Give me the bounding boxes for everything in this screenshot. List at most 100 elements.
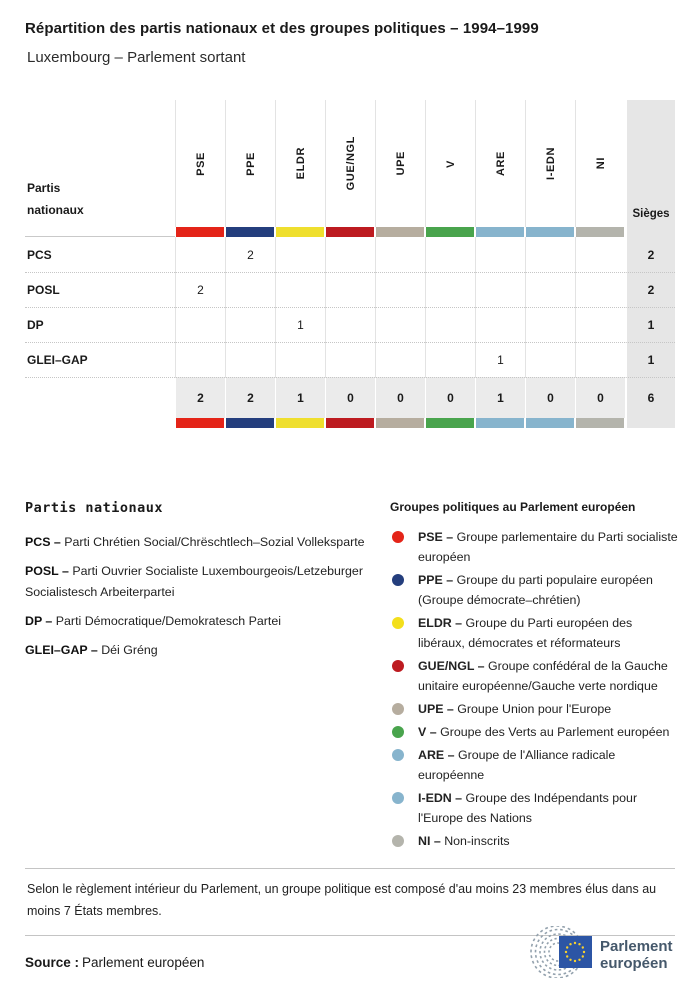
party-name-cell: POSL: [25, 272, 175, 307]
group-legend-item: NI – Non-inscrits: [390, 831, 682, 851]
legend-national-parties: Partis nationaux PCS – Parti Chrétien So…: [25, 500, 377, 669]
value-cell: [575, 342, 625, 377]
logo-text-line2: européen: [600, 955, 668, 972]
group-color-bar: [426, 418, 474, 428]
group-color-bar: [176, 418, 224, 428]
value-cell: [575, 237, 625, 272]
group-color-bar-cell: [575, 227, 625, 237]
value-cell: [425, 237, 475, 272]
group-abbr: ARE –: [418, 748, 455, 762]
party-abbr: DP –: [25, 614, 53, 628]
group-column-header: I-EDN: [525, 100, 575, 227]
totals-value-cell: 2: [225, 377, 275, 418]
totals-value-cell: 0: [325, 377, 375, 418]
value-cell: [425, 342, 475, 377]
totals-empty-cell: [25, 377, 175, 418]
logo-text-line1: Parlement: [600, 938, 673, 955]
value-cell: [525, 272, 575, 307]
european-parliament-logo: Parlement européen: [530, 926, 673, 978]
group-color-bar-cell: [225, 227, 275, 237]
group-color-bar-cell: [475, 418, 525, 428]
group-color-bar-cell: [575, 418, 625, 428]
corner-label: Partis nationaux: [27, 181, 84, 217]
group-color-bar: [226, 227, 274, 237]
group-legend-text: PSE – Groupe parlementaire du Parti soci…: [418, 527, 682, 567]
value-cell: [325, 307, 375, 342]
value-cell: [275, 272, 325, 307]
value-cell: [375, 237, 425, 272]
group-legend-item: GUE/NGL – Groupe confédéral de la Gauche…: [390, 656, 682, 696]
group-color-bar: [276, 418, 324, 428]
group-abbr: ELDR –: [418, 616, 463, 630]
value-cell: [325, 237, 375, 272]
value-cell: [425, 307, 475, 342]
group-color-bar: [376, 418, 424, 428]
group-color-bar-cell: [275, 418, 325, 428]
legend-groups-items: PSE – Groupe parlementaire du Parti soci…: [390, 527, 682, 851]
totals-seats-cell: 6: [625, 377, 675, 418]
group-color-bar: [576, 418, 624, 428]
group-full-name: Groupe de l'Alliance radicale européenne: [418, 748, 616, 782]
group-column-label: V: [444, 159, 457, 168]
totals-value-cell: 0: [525, 377, 575, 418]
group-color-dot-icon: [392, 792, 404, 804]
value-cell: [525, 237, 575, 272]
group-color-bar-cell: [325, 418, 375, 428]
bottom-bar-spacer: [25, 418, 175, 428]
group-color-dot-icon: [392, 617, 404, 629]
group-color-bar-cell: [175, 418, 225, 428]
value-cell: 1: [475, 342, 525, 377]
party-abbr: GLEI–GAP –: [25, 643, 98, 657]
group-full-name: Groupe du Parti européen des libéraux, d…: [418, 616, 633, 650]
group-legend-text: NI – Non-inscrits: [418, 831, 510, 851]
group-column-label: NI: [594, 157, 607, 170]
seats-header-bar-cell: [625, 227, 675, 237]
group-legend-text: UPE – Groupe Union pour l'Europe: [418, 699, 611, 719]
group-color-bar-cell: [175, 227, 225, 237]
group-legend-text: I-EDN – Groupe des Indépendants pour l'E…: [418, 788, 682, 828]
page-title: Répartition des partis nationaux et des …: [25, 20, 539, 37]
group-abbr: PSE –: [418, 530, 454, 544]
party-legend-item: DP – Parti Démocratique/Demokratesch Par…: [25, 611, 377, 632]
group-abbr: GUE/NGL –: [418, 659, 485, 673]
totals-value-cell: 1: [475, 377, 525, 418]
party-full-name: Parti Ouvrier Socialiste Luxembourgeois/…: [25, 564, 363, 599]
party-full-name: Parti Chrétien Social/Chrëschtlech–Sozia…: [64, 535, 365, 549]
group-color-bar: [326, 418, 374, 428]
group-full-name: Groupe des Verts au Parlement européen: [440, 725, 670, 739]
group-color-bar-cell: [325, 227, 375, 237]
value-cell: [275, 342, 325, 377]
totals-value-cell: 0: [375, 377, 425, 418]
group-color-bar: [376, 227, 424, 237]
value-cell: [375, 342, 425, 377]
value-cell: [475, 237, 525, 272]
group-legend-item: ARE – Groupe de l'Alliance radicale euro…: [390, 745, 682, 785]
group-color-bar-cell: [375, 418, 425, 428]
group-column-label: PSE: [194, 151, 207, 176]
group-color-bar: [226, 418, 274, 428]
seats-value-cell: 1: [625, 342, 675, 377]
group-full-name: Groupe confédéral de la Gauche unitaire …: [418, 659, 668, 693]
seats-value-cell: 2: [625, 237, 675, 272]
value-cell: [375, 307, 425, 342]
group-color-bar: [276, 227, 324, 237]
party-name-cell: GLEI–GAP: [25, 342, 175, 377]
group-column-header: ARE: [475, 100, 525, 227]
value-cell: [375, 272, 425, 307]
group-column-header: PSE: [175, 100, 225, 227]
group-color-bar: [326, 227, 374, 237]
party-abbr: POSL –: [25, 564, 69, 578]
group-column-label: ARE: [494, 150, 507, 177]
totals-value-cell: 2: [175, 377, 225, 418]
value-cell: [325, 272, 375, 307]
group-legend-text: PPE – Groupe du parti populaire européen…: [418, 570, 682, 610]
footnote: Selon le règlement intérieur du Parlemen…: [25, 868, 675, 936]
party-abbr: PCS –: [25, 535, 61, 549]
value-cell: [525, 342, 575, 377]
value-cell: [225, 272, 275, 307]
group-column-label: UPE: [394, 151, 407, 176]
group-full-name: Groupe Union pour l'Europe: [457, 702, 612, 716]
party-legend-item: GLEI–GAP – Déi Gréng: [25, 640, 377, 661]
group-color-bar-cell: [475, 227, 525, 237]
